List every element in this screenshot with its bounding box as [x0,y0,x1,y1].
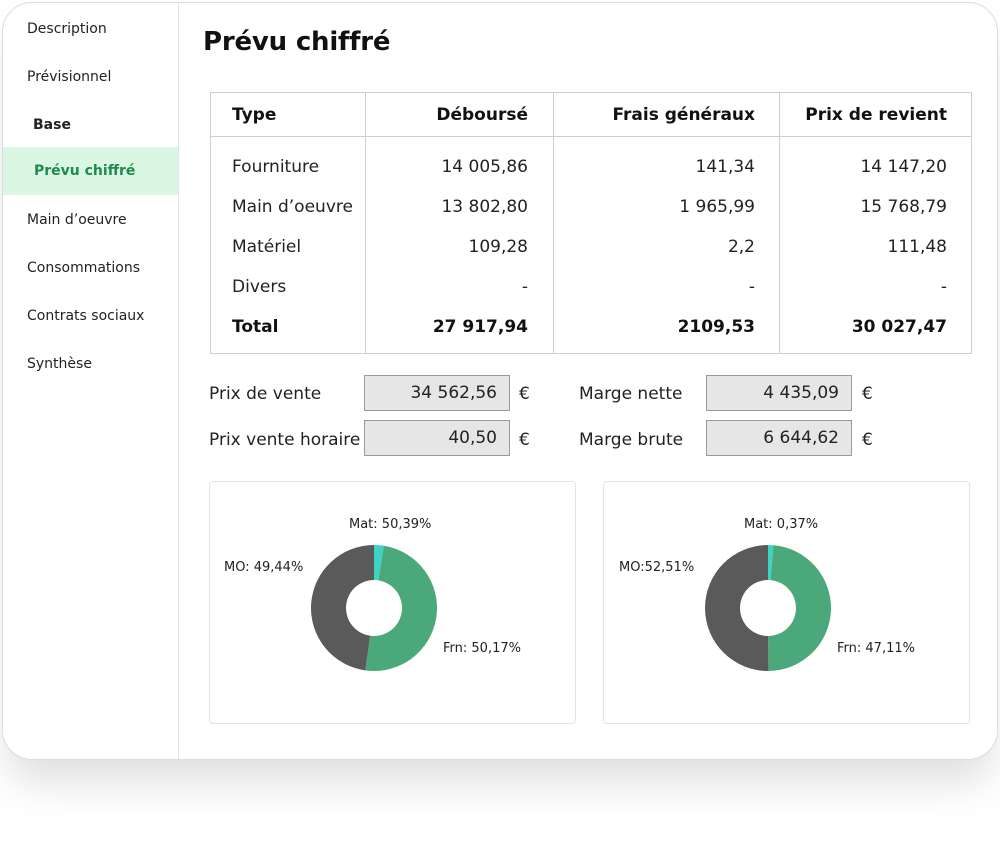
table-cell-type: Divers [232,277,287,297]
donut-chart [705,545,832,671]
table-total-debourse: 27 917,94 [432,317,528,337]
euro-symbol: € [519,430,530,450]
table-cell-frais: 1 965,99 [679,197,755,217]
chart-label-mat: Mat: 0,37% [744,517,819,532]
table-cell-frais: 141,34 [695,157,755,177]
donut-slice-frn [768,545,832,671]
donut-slice-mo [705,545,769,671]
header-divider [211,136,971,137]
table-cell-revient: - [940,277,947,297]
sidebar-item-consommations[interactable]: Consommations [27,260,141,276]
table-cell-debourse: 109,28 [468,237,528,257]
table-total-label: Total [232,317,279,337]
table-cell-debourse: 14 005,86 [441,157,528,177]
table-header-frais-generaux: Frais généraux [612,105,756,125]
marge-brute-field[interactable]: 6 644,62 [706,420,852,456]
sidebar-item-prevu-chiffre[interactable]: Prévu chiffré [3,147,178,195]
table-cell-frais: 2,2 [727,237,755,257]
euro-symbol: € [862,384,873,404]
table-cell-debourse: 13 802,80 [441,197,528,217]
donut-slice-mo [310,545,374,671]
donut-chart [310,545,438,671]
donut-chart-panel-right: Mat: 0,37% Frn: 47,11% MO:52,51% [603,481,970,724]
sidebar-item-base-previsionnelle[interactable]: Base Prévisionnelle [33,117,145,181]
table-cell-type: Matériel [232,237,302,257]
table-cell-revient: 14 147,20 [860,157,947,177]
sidebar-item-synthese[interactable]: Synthèse [27,356,92,372]
marge-brute-label: Marge brute [579,430,684,450]
chart-label-frn: Frn: 47,11% [837,641,915,656]
marge-nette-field[interactable]: 4 435,09 [706,375,852,411]
donut-chart-panel-left: Mat: 50,39% Frn: 50,17% MO: 49,44% [209,481,576,724]
table-cell-type: Main d’oeuvre [232,197,353,217]
page-title: Prévu chiffré [203,27,391,57]
table-cell-revient: 111,48 [887,237,947,257]
table-header-debourse: Déboursé [436,105,528,125]
sidebar: Description Prévisionnel Base Prévisionn… [3,3,179,759]
table-cell-frais: - [748,277,755,297]
cost-table: Type Déboursé Frais généraux Prix de rev… [210,92,972,354]
prix-de-vente-field[interactable]: 34 562,56 [364,375,510,411]
chart-label-frn: Frn: 50,17% [443,641,521,656]
donut-slice-mat [374,545,384,581]
table-cell-type: Fourniture [232,157,320,177]
table-total-frais: 2109,53 [677,317,755,337]
sidebar-item-description[interactable]: Description [27,21,107,37]
euro-symbol: € [519,384,530,404]
chart-label-mo: MO: 49,44% [224,560,304,575]
app-window: Description Prévisionnel Base Prévisionn… [2,2,998,760]
sidebar-item-previsionnel[interactable]: Prévisionnel [27,69,112,85]
column-divider [779,93,780,353]
column-divider [553,93,554,353]
table-cell-debourse: - [521,277,528,297]
table-header-prix-de-revient: Prix de revient [805,105,947,125]
marge-nette-label: Marge nette [579,384,683,404]
prix-vente-horaire-label: Prix vente horaire [209,430,361,450]
sidebar-item-contrats-sociaux[interactable]: Contrats sociaux [27,308,145,324]
table-header-type: Type [232,105,277,125]
chart-label-mat: Mat: 50,39% [349,517,432,532]
sidebar-item-main-doeuvre[interactable]: Main d’oeuvre [27,212,127,228]
donut-slice-mat [768,545,774,581]
table-total-revient: 30 027,47 [851,317,947,337]
table-cell-revient: 15 768,79 [860,197,947,217]
euro-symbol: € [862,430,873,450]
prix-vente-horaire-field[interactable]: 40,50 [364,420,510,456]
donut-slice-frn [365,545,438,671]
column-divider [365,93,366,353]
chart-label-mo: MO:52,51% [619,560,695,575]
prix-de-vente-label: Prix de vente [209,384,322,404]
